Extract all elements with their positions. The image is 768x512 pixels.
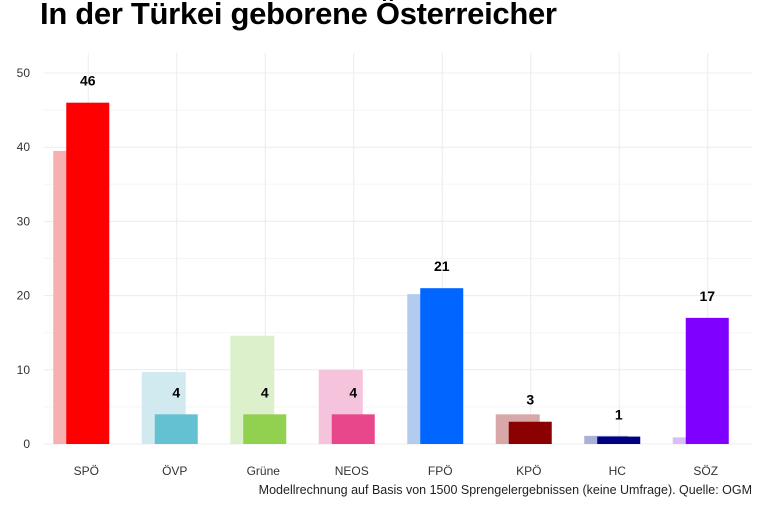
y-tick-label: 30 xyxy=(17,214,31,228)
previous-bars xyxy=(53,150,717,444)
x-tick-label: SPÖ xyxy=(74,464,99,478)
bar-current-7 xyxy=(685,317,729,444)
y-tick-label: 50 xyxy=(17,66,31,80)
value-labels: 46 4 4 4 21 3 1 17 xyxy=(80,73,715,423)
value-label-3: 4 xyxy=(349,384,357,400)
x-tick-label: Grüne xyxy=(247,464,281,478)
value-label-5: 3 xyxy=(526,392,534,408)
x-tick-label: NEOS xyxy=(335,464,369,478)
value-label-0: 46 xyxy=(80,73,96,89)
chart-title: In der Türkei geborene Österreicher xyxy=(40,0,557,31)
x-tick-label: KPÖ xyxy=(516,464,541,478)
y-axis: 0 10 20 30 40 50 xyxy=(17,66,31,451)
current-bars xyxy=(66,102,729,445)
bar-current-5 xyxy=(508,421,552,444)
bar-current-6 xyxy=(597,436,641,444)
y-tick-label: 10 xyxy=(17,363,31,377)
value-label-2: 4 xyxy=(261,384,269,400)
value-label-4: 21 xyxy=(434,258,450,274)
y-tick-label: 0 xyxy=(23,437,30,451)
x-tick-label: SÖZ xyxy=(693,464,718,478)
y-tick-label: 40 xyxy=(17,140,31,154)
x-tick-label: HC xyxy=(609,464,627,478)
bar-current-0 xyxy=(66,102,110,445)
x-tick-label: FPÖ xyxy=(428,464,453,478)
bar-current-2 xyxy=(243,414,287,444)
bar-current-3 xyxy=(331,414,375,444)
bar-chart: 0 10 20 30 40 50 46 4 4 4 21 3 1 17 SPÖ ÖVP Grüne NEOS F… xyxy=(17,53,752,478)
source-caption: Modellrechnung auf Basis von 1500 Spreng… xyxy=(258,483,752,497)
value-label-1: 4 xyxy=(172,384,180,400)
bar-current-4 xyxy=(420,288,464,444)
value-label-6: 1 xyxy=(615,407,623,423)
bar-current-1 xyxy=(154,414,198,444)
value-label-7: 17 xyxy=(699,288,715,304)
y-tick-label: 20 xyxy=(17,289,31,303)
x-axis: SPÖ ÖVP Grüne NEOS FPÖ KPÖ HC SÖZ xyxy=(74,464,719,478)
x-tick-label: ÖVP xyxy=(162,464,187,478)
